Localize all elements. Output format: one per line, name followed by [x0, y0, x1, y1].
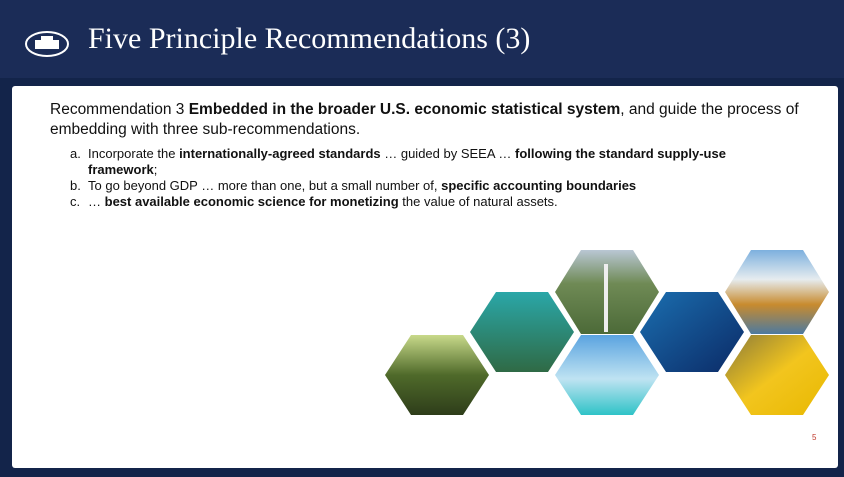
text-run: To go beyond GDP … more than one, but a … [88, 178, 442, 193]
text-run: Recommendation 3 [50, 101, 189, 118]
item-text: … best available economic science for mo… [88, 194, 558, 210]
text-run: Incorporate the [88, 146, 180, 161]
text-run: , and guide the process of embedding wit… [50, 101, 799, 138]
logo [25, 31, 69, 57]
header-bar: Five Principle Recommendations (3) [0, 0, 844, 78]
text-run: the value of natural assets. [398, 194, 558, 209]
text-run: … [88, 194, 105, 209]
list-marker: a. [70, 146, 81, 161]
item-text: Incorporate the internationally-agreed s… [88, 146, 790, 178]
list-item: c. … best available economic science for … [70, 194, 790, 210]
hex-coral [470, 292, 574, 372]
page-number: 5 [812, 433, 817, 442]
list-item: a. Incorporate the internationally-agreed… [70, 146, 790, 178]
text-run: … guided by SEEA … [380, 146, 516, 161]
hex-bee [725, 335, 829, 415]
intro-paragraph: Recommendation 3 Embedded in the broader… [50, 100, 820, 140]
content-panel: Recommendation 3 Embedded in the broader… [12, 86, 838, 468]
monument-shape [604, 264, 608, 332]
text-run: ; [153, 162, 158, 177]
bold-text: Embedded in the broader U.S. economic st… [188, 101, 621, 118]
hex-mountain [725, 250, 829, 334]
bold-text: specific accounting boundaries [441, 178, 637, 193]
item-text: To go beyond GDP … more than one, but a … [88, 178, 636, 194]
hexagon-collage [385, 250, 829, 415]
hex-fish [640, 292, 744, 372]
sub-list: a. Incorporate the internationally-agreed… [70, 146, 790, 210]
hex-forest [385, 335, 489, 415]
bold-text: best available economic science for mone… [104, 194, 399, 209]
bold-text: following the standard supply-use framew… [88, 146, 726, 177]
list-marker: c. [70, 194, 81, 209]
slide-title: Five Principle Recommendations (3) [88, 22, 531, 55]
list-marker: b. [70, 178, 81, 193]
bold-text: internationally-agreed standards [179, 146, 381, 161]
hex-beach [555, 335, 659, 415]
list-item: b. To go beyond GDP … more than one, but … [70, 178, 790, 194]
